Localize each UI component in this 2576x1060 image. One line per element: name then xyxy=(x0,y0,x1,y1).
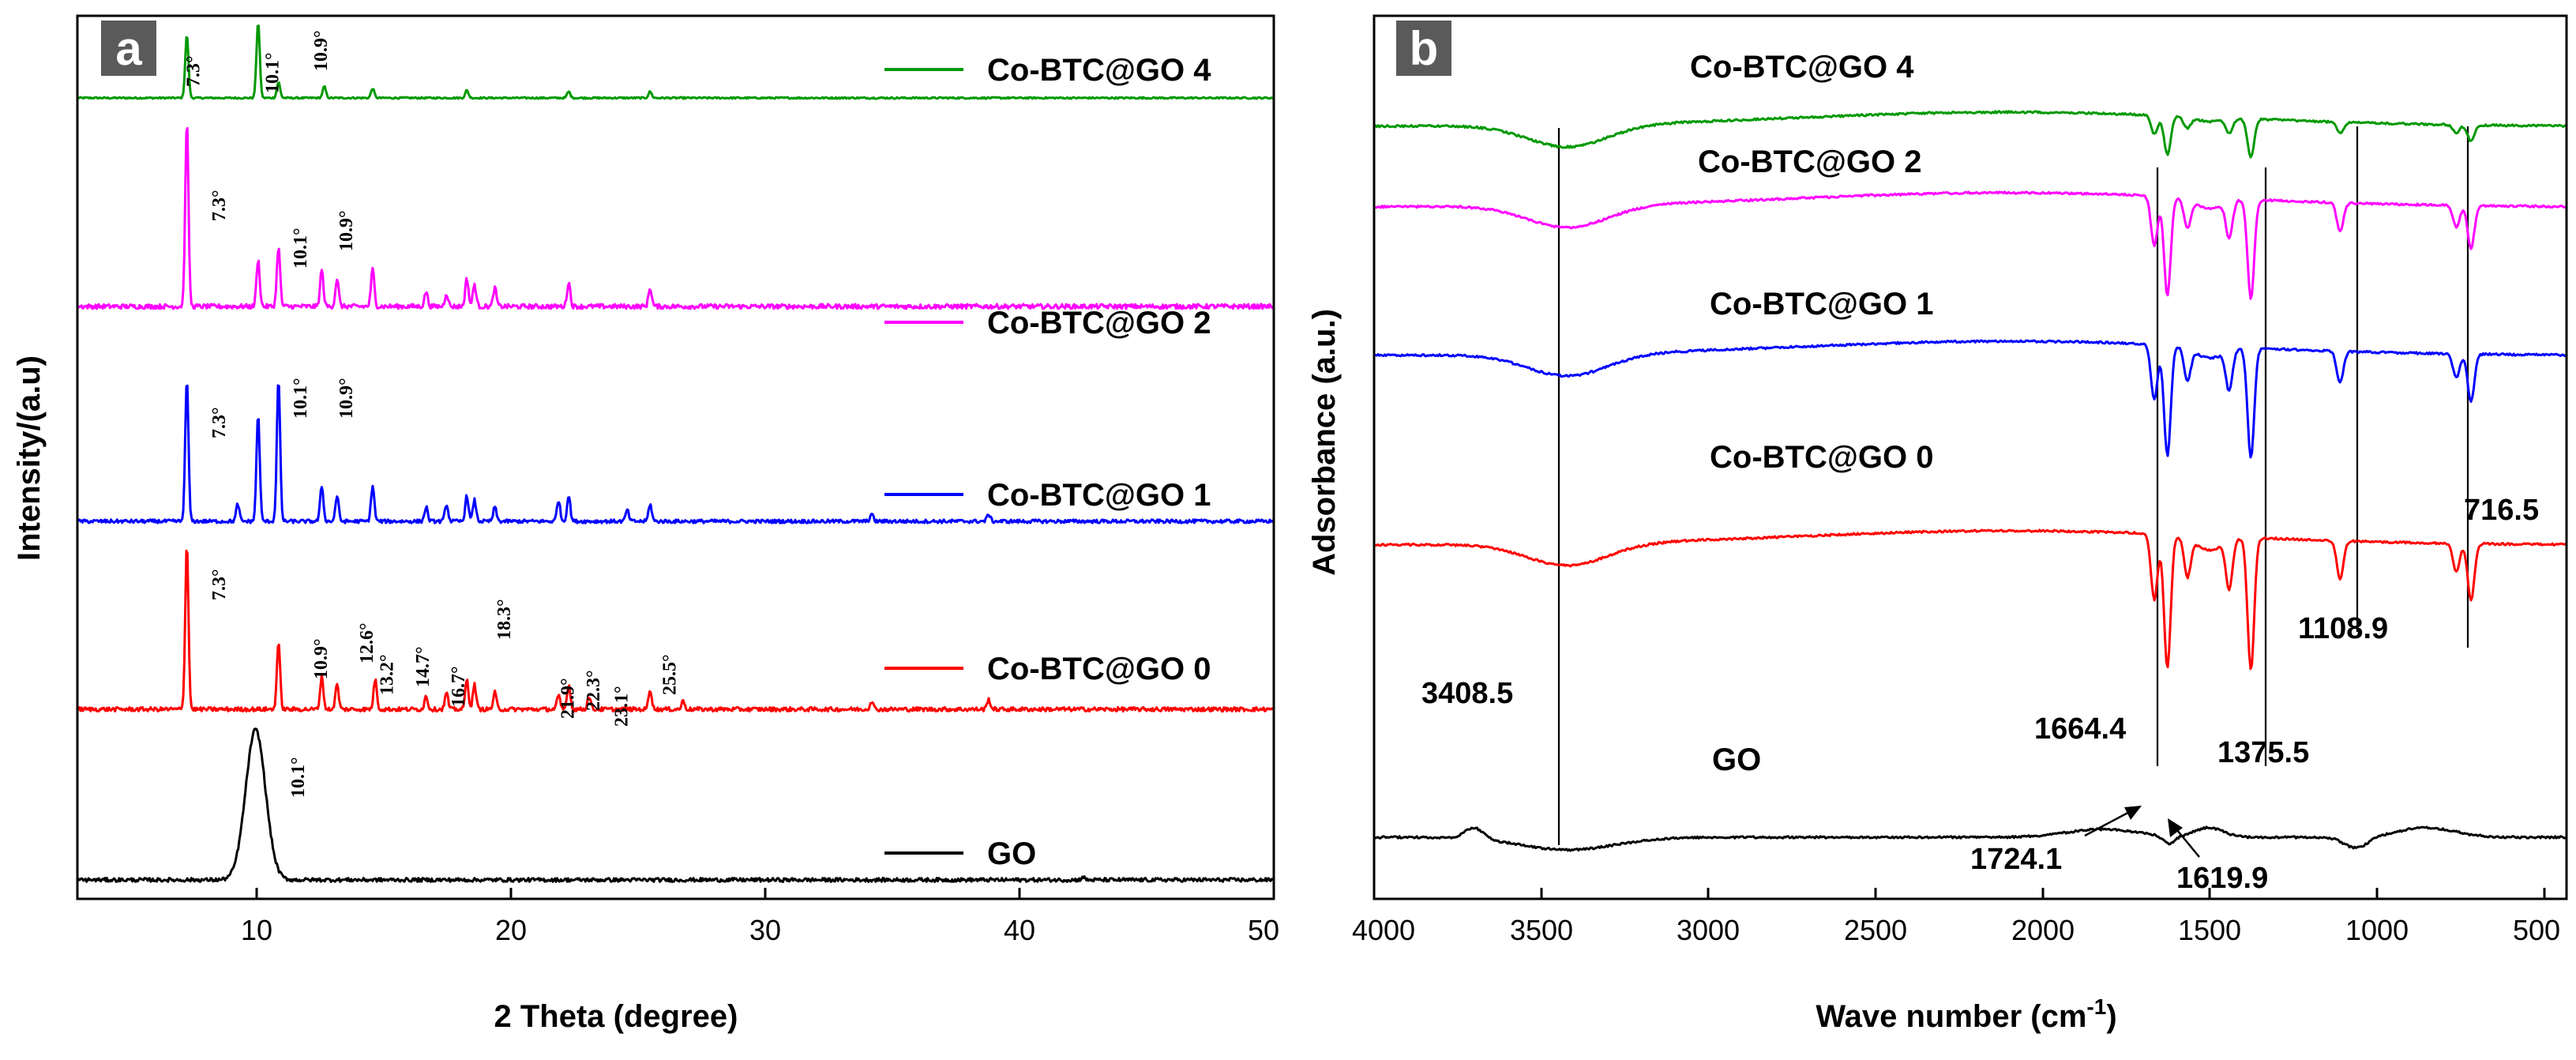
panel-a-frame xyxy=(76,14,1275,900)
panel-b-x-axis: 4000 3500 3000 2500 2000 1500 1000 500 xyxy=(1352,888,2560,946)
peak-label-go0-8: 22.3° xyxy=(584,670,604,711)
panel-a-x-tick-label-30: 30 xyxy=(749,914,781,946)
peak-label-go0-9: 23.1° xyxy=(611,686,632,727)
panel-a-legend: Co-BTC@GO 4 Co-BTC@GO 2 Co-BTC@GO 1 Co-B… xyxy=(884,53,1211,871)
band-label-1108: 1108.9 xyxy=(2298,612,2388,645)
peak-label-go0-5: 16.7° xyxy=(449,666,469,707)
panel-a-peak-labels: 7.3° 10.1° 10.9° 7.3° 10.1° 10.9° 7.3° 10.1° 10.… xyxy=(184,30,681,798)
peak-label-go0-2: 12.6° xyxy=(357,622,377,663)
panel-a: a 7.3° 10.1° 10.9° 7.3° 10.1° 10.9° 7.3° 10.1° 1… xyxy=(12,14,1279,1034)
panel-b-x-tick-label-3500: 3500 xyxy=(1510,914,1573,946)
xrd-trace-go xyxy=(76,727,1275,883)
ir-series-label-go: GO xyxy=(1712,742,1761,777)
panel-b-x-tick-label-2000: 2000 xyxy=(2011,914,2075,946)
ir-series-label-go4: Co-BTC@GO 4 xyxy=(1690,50,1914,85)
peak-label-go4-0: 7.3° xyxy=(184,55,205,87)
panel-b-y-title: Adsorbance (a.u.) xyxy=(1307,309,1342,576)
panel-a-x-title: 2 Theta (degree) xyxy=(494,999,738,1034)
band-label-3408: 3408.5 xyxy=(1421,677,1513,710)
peak-label-go0-7: 21.9° xyxy=(558,678,579,719)
xrd-trace-go0 xyxy=(77,549,1275,713)
panel-b-x-title-sup: -1 xyxy=(2086,994,2106,1019)
peak-label-go0-3: 13.2° xyxy=(377,654,398,695)
xrd-trace-go1 xyxy=(76,384,1275,524)
panel-a-x-tick-label-50: 50 xyxy=(1248,914,1279,946)
arrow-1724-line xyxy=(2084,808,2135,837)
ir-series-label-go0: Co-BTC@GO 0 xyxy=(1710,440,1933,475)
panel-a-letter-bg xyxy=(101,21,156,76)
legend-label-go2: Co-BTC@GO 2 xyxy=(987,306,1211,340)
peak-label-go4-1: 10.1° xyxy=(263,52,284,93)
panel-b-letter: b xyxy=(1410,22,1439,75)
ir-trace-go4 xyxy=(1373,110,2567,159)
peak-label-go2-0: 7.3° xyxy=(209,190,230,221)
peak-label-go4-2: 10.9° xyxy=(311,30,332,71)
panel-b-x-tick-label-1500: 1500 xyxy=(2178,914,2241,946)
peak-label-go0-1: 10.9° xyxy=(311,638,332,679)
band-label-1619: 1619.9 xyxy=(2176,862,2268,895)
panel-b-x-tick-label-4000: 4000 xyxy=(1352,914,1415,946)
arrow-1619-head xyxy=(2168,818,2183,837)
panel-b-frame xyxy=(1372,14,2568,900)
peak-label-go0-0: 7.3° xyxy=(209,569,230,600)
panel-b-x-title-end: ) xyxy=(2106,999,2116,1034)
ir-trace-go1 xyxy=(1373,339,2567,459)
peak-label-go1-0: 7.3° xyxy=(209,407,230,438)
panel-b-traces xyxy=(1373,110,2567,852)
legend-label-go0: Co-BTC@GO 0 xyxy=(987,652,1211,686)
ir-series-label-go1: Co-BTC@GO 1 xyxy=(1710,287,1933,321)
panel-a-traces xyxy=(76,24,1275,883)
legend-label-go1: Co-BTC@GO 1 xyxy=(987,478,1211,513)
panel-b-x-title-main: Wave number (cm xyxy=(1816,999,2086,1034)
ir-series-label-go2: Co-BTC@GO 2 xyxy=(1698,145,1921,179)
peak-label-go2-2: 10.9° xyxy=(336,210,357,251)
panel-b-guide-lines xyxy=(1557,126,2469,845)
panel-a-x-tick-label-20: 20 xyxy=(495,914,527,946)
panel-b-letter-bg xyxy=(1396,21,1451,76)
panel-a-y-title: Intensity/(a.u) xyxy=(12,355,47,561)
band-label-1724: 1724.1 xyxy=(1970,843,2062,876)
peak-label-go-0: 10.1° xyxy=(288,757,309,798)
ir-trace-go2 xyxy=(1373,190,2567,300)
peak-label-go0-4: 14.7° xyxy=(413,646,434,687)
panel-b-x-tick-label-1000: 1000 xyxy=(2345,914,2409,946)
panel-a-x-tick-label-40: 40 xyxy=(1004,914,1035,946)
legend-label-go: GO xyxy=(987,836,1036,871)
band-label-1664: 1664.4 xyxy=(2034,712,2126,746)
legend-label-go4: Co-BTC@GO 4 xyxy=(987,53,1211,88)
panel-b-x-title: Wave number (cm-1) xyxy=(1816,994,2116,1034)
panel-b-x-tick-label-3000: 3000 xyxy=(1677,914,1740,946)
peak-label-go0-6: 18.3° xyxy=(494,599,515,640)
peak-label-go1-2: 10.9° xyxy=(336,378,357,419)
peak-label-go0-10: 25.5° xyxy=(660,654,681,695)
peak-label-go1-1: 10.1° xyxy=(291,378,311,419)
panel-b-x-tick-label-2500: 2500 xyxy=(1844,914,1907,946)
panel-a-x-tick-label-10: 10 xyxy=(241,914,272,946)
panel-b-arrows xyxy=(2084,806,2200,858)
ir-trace-go0 xyxy=(1373,528,2567,671)
arrow-1724-head xyxy=(2124,806,2142,820)
peak-label-go2-1: 10.1° xyxy=(291,227,311,269)
panel-b: b Co-BTC@GO 4 Co-BTC@GO 2 Co-BTC@GO 1 Co… xyxy=(1307,14,2568,1034)
panel-a-letter: a xyxy=(115,22,142,75)
panel-b-x-tick-label-500: 500 xyxy=(2513,914,2560,946)
xrd-trace-go4 xyxy=(77,24,1275,100)
ir-trace-go xyxy=(1373,825,2567,852)
panel-a-x-axis: 10 20 30 40 50 xyxy=(241,888,1279,946)
xrd-trace-go2 xyxy=(77,126,1275,310)
band-label-1375: 1375.5 xyxy=(2217,736,2309,769)
band-label-716: 716.5 xyxy=(2464,494,2539,527)
